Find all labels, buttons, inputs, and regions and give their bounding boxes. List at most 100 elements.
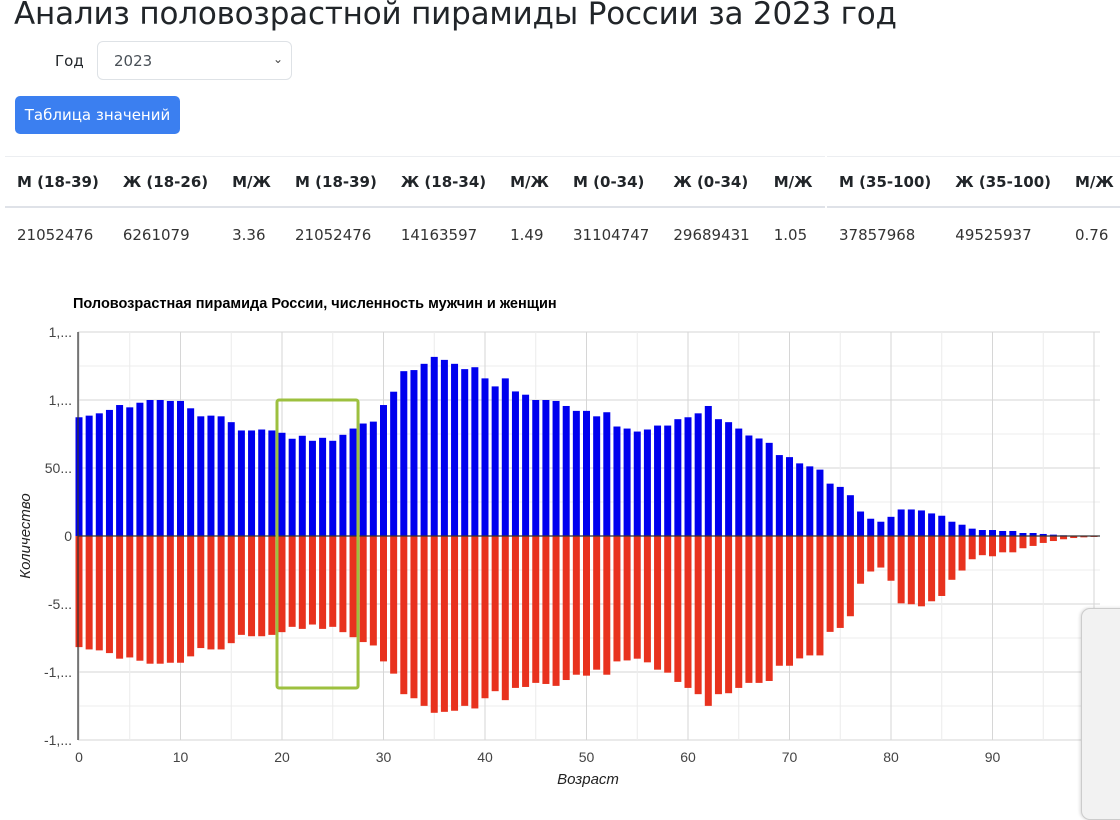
y-tick-label: 1,...	[49, 392, 72, 408]
female-bar	[430, 536, 438, 713]
male-bar	[522, 394, 530, 536]
female-bar	[1060, 536, 1068, 540]
female-bar	[410, 536, 418, 699]
population-pyramid-chart: 1,...1,...50...0-5...-1,...-1,...0 10 20 30…	[17, 324, 1100, 788]
male-bar	[928, 513, 936, 536]
y-tick-label: -1,...	[44, 732, 72, 748]
table-cell: 1.49	[510, 226, 544, 244]
table-header: М (35-100)	[827, 156, 944, 208]
values-table-button[interactable]: Таблица значений	[15, 96, 180, 134]
male-bar	[938, 515, 946, 536]
male-bar	[623, 428, 631, 536]
female-bar	[704, 536, 712, 706]
male-bar	[197, 416, 205, 536]
male-bar	[156, 400, 164, 536]
female-bar	[298, 536, 306, 629]
male-bar	[471, 367, 479, 536]
female-bar	[146, 536, 154, 664]
year-select[interactable]: 2023 ⌄	[97, 41, 292, 80]
x-tick-label: 50	[579, 749, 595, 765]
female-bar	[1070, 536, 1078, 539]
female-bar	[725, 536, 733, 694]
table-cell: 29689431	[673, 226, 750, 244]
male-bar	[166, 400, 174, 536]
table-header-row: М (35-100) Ж (35-100) М/Ж	[827, 156, 1120, 208]
female-bar	[329, 536, 337, 627]
female-bar	[501, 536, 509, 701]
male-bar	[177, 400, 184, 536]
table-row: 31104747 29689431 1.05	[561, 207, 825, 262]
male-bar	[420, 363, 428, 536]
male-bar	[583, 410, 590, 536]
table-header: М/Ж	[761, 156, 825, 208]
female-bar	[308, 536, 316, 625]
female-bar	[207, 536, 215, 650]
female-bar	[126, 536, 134, 658]
male-bar	[755, 438, 763, 536]
male-bar	[501, 378, 509, 536]
female-bar	[968, 536, 976, 560]
male-bar	[288, 438, 296, 536]
female-bar	[745, 536, 753, 683]
female-bar	[755, 536, 763, 683]
female-bar	[288, 536, 296, 627]
y-axis-label: Количество	[17, 493, 34, 578]
y-tick-label: -1,...	[44, 664, 72, 680]
female-bar	[339, 536, 347, 633]
male-bar	[319, 437, 327, 536]
male-bar	[278, 432, 286, 536]
female-bar	[643, 536, 651, 663]
female-bar	[1080, 536, 1088, 538]
table-header: М (0-34)	[561, 156, 662, 208]
female-bar	[1049, 536, 1057, 542]
female-bar	[938, 536, 946, 596]
table-header: Ж (18-34)	[388, 156, 499, 208]
male-bar	[207, 415, 215, 536]
female-bar	[572, 536, 580, 675]
male-bar	[694, 413, 702, 536]
male-bar	[887, 516, 895, 536]
side-panel[interactable]	[1081, 608, 1120, 820]
female-bar	[75, 536, 83, 648]
male-bar	[369, 421, 377, 536]
table-header-row: М (18-39) Ж (18-34) М/Ж	[283, 156, 561, 208]
table-header: Ж (35-100)	[943, 156, 1063, 208]
x-tick-label: 40	[477, 749, 493, 765]
female-bar	[471, 536, 479, 709]
female-bar	[786, 536, 793, 666]
female-bar	[867, 536, 875, 572]
table-cell: 1.05	[773, 226, 808, 244]
male-bar	[1049, 534, 1057, 536]
stats-table: М (35-100) Ж (35-100) М/Ж 37857968 49525937 0…	[827, 156, 1120, 262]
male-bar	[217, 416, 225, 536]
table-header: М (18-39)	[5, 156, 111, 208]
male-bar	[968, 528, 976, 536]
male-bar	[826, 483, 834, 536]
female-bar	[85, 536, 93, 650]
female-bar	[603, 536, 611, 675]
female-bar	[237, 536, 245, 635]
male-bar	[339, 434, 347, 536]
highlight-box	[275, 398, 360, 690]
x-tick-label: 70	[782, 749, 798, 765]
table-cell: 14163597	[400, 226, 478, 244]
female-bar	[907, 536, 915, 605]
female-bar	[623, 536, 631, 661]
female-bar	[258, 536, 266, 637]
female-bar	[999, 536, 1007, 553]
female-bar	[481, 536, 489, 699]
female-bar	[735, 536, 743, 688]
male-bar	[451, 363, 459, 536]
male-bar	[917, 510, 925, 536]
female-bar	[268, 536, 276, 635]
male-bar	[461, 369, 469, 536]
year-label: Год	[55, 52, 84, 70]
female-bar	[136, 536, 144, 661]
female-bar	[359, 536, 367, 643]
female-bar	[562, 536, 570, 681]
male-bar	[978, 530, 986, 536]
male-bar	[907, 509, 915, 536]
female-bar	[989, 536, 996, 557]
female-bar	[826, 536, 834, 632]
table-cell: 37857968	[839, 226, 916, 244]
